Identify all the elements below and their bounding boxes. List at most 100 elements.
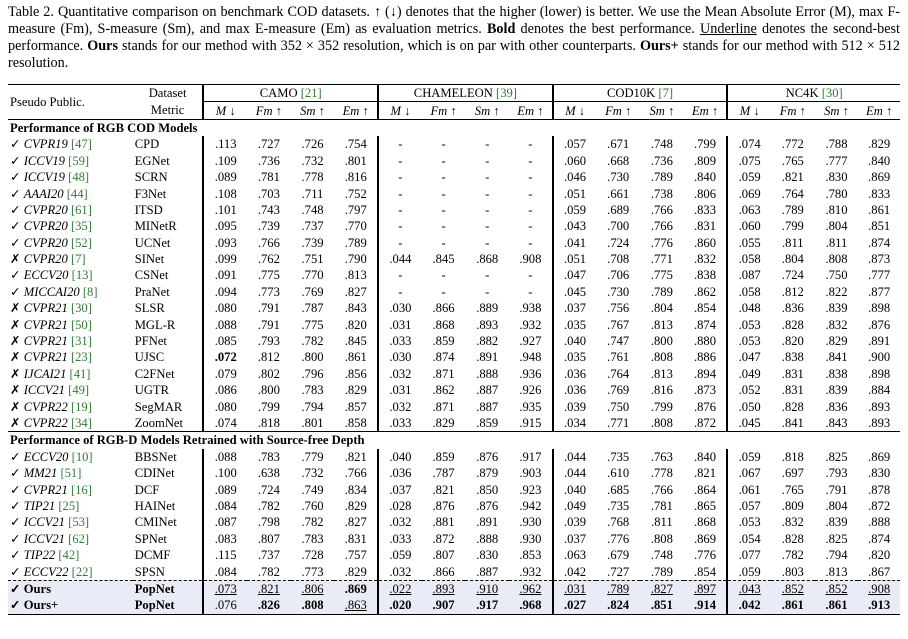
value-cell: - xyxy=(377,152,422,169)
method-cell: CPD xyxy=(134,137,160,152)
value-cell: .051 xyxy=(551,250,597,268)
header-metric: Sm ↑ xyxy=(814,101,859,120)
pseudo-mark: ✓ xyxy=(10,170,24,185)
value-cell: .801 xyxy=(344,153,367,168)
value-cell: .882 xyxy=(476,334,499,349)
table-row: ✓ ICCV19 [59] EGNet .109.736.732.801- - - - .0… xyxy=(8,152,900,169)
header-dataset-label: Dataset xyxy=(132,83,204,102)
pub-cell: ✗ CVPR21 [31] xyxy=(8,333,133,349)
pseudo-mark: ✓ xyxy=(10,482,24,497)
value-cell: .766 xyxy=(650,219,673,234)
value-cell: .033 xyxy=(377,332,422,350)
value-cell: .836 xyxy=(825,399,848,414)
pseudo-mark: ✗ xyxy=(10,416,24,430)
venue: CVPR22 xyxy=(23,416,71,430)
value-cell: .839 xyxy=(825,301,848,316)
value-cell: - xyxy=(441,137,446,152)
table-row: ✓ MM21 [51] CDINet .100.638.732.766.036.78… xyxy=(8,464,900,482)
value-cell: .808 xyxy=(650,531,673,546)
value-cell: .084 xyxy=(202,497,248,515)
value-cell: .917 xyxy=(465,597,510,615)
value-cell: .031 xyxy=(551,579,597,598)
venue: ICCV21 xyxy=(23,515,69,530)
table-row: ✓ TIP22 [42] DCMF .115.737.728.757.059.807… xyxy=(8,546,900,564)
method-cell: C2FNet xyxy=(134,366,175,381)
value-cell: .782 xyxy=(257,564,280,579)
citation: [51] xyxy=(60,466,82,481)
citation: [13] xyxy=(71,268,93,283)
value-cell: .833 xyxy=(693,202,717,217)
value-cell: .845 xyxy=(344,334,367,349)
value-cell: .089 xyxy=(202,481,248,498)
citation: [42] xyxy=(58,548,80,563)
caption-text-1: Quantitative comparison on benchmark COD… xyxy=(8,4,901,37)
value-cell: - xyxy=(377,136,422,153)
value-cell: .908 xyxy=(519,252,542,267)
value-cell: .869 xyxy=(334,579,379,598)
value-cell: .781 xyxy=(650,498,673,513)
value-cell: .073 xyxy=(202,579,248,598)
table-row: ✓ ICCV21 [53] CMINet .087.798.782.827.032.… xyxy=(8,514,900,531)
value-cell: - xyxy=(441,170,446,185)
venue: ICCV19 xyxy=(23,170,69,185)
value-cell: .772 xyxy=(781,137,804,152)
table-row: ✓ AAAI20 [44] F3Net .108.703.711.752- - - - .0… xyxy=(8,185,900,202)
value-cell: .047 xyxy=(726,349,771,366)
value-cell: - xyxy=(441,219,446,234)
value-cell: - xyxy=(485,219,490,234)
value-cell: .852 xyxy=(771,579,815,598)
value-cell: .697 xyxy=(781,466,804,481)
value-cell: .797 xyxy=(344,202,367,217)
value-cell: .898 xyxy=(868,301,891,316)
pseudo-mark: ✓ xyxy=(10,449,24,464)
value-cell: .063 xyxy=(726,201,771,219)
value-cell: .820 xyxy=(781,334,804,349)
method-cell: PraNet xyxy=(134,284,170,299)
value-cell: - xyxy=(485,186,490,201)
value-cell: .801 xyxy=(301,416,324,430)
value-cell: .803 xyxy=(781,564,804,579)
value-cell: .851 xyxy=(640,597,684,615)
table-row: ✗ CVPR20 [7] SINet .099.762.751.790.044.84… xyxy=(8,250,900,268)
value-cell: .775 xyxy=(301,317,324,332)
value-cell: .798 xyxy=(257,515,280,530)
value-cell: .804 xyxy=(650,301,673,316)
value-cell: .903 xyxy=(519,466,542,481)
pseudo-mark: ✗ xyxy=(10,301,24,316)
value-cell: .866 xyxy=(432,564,455,579)
table-row: ✗ CVPR21 [23] UJSC .072.812.800.861.030.87… xyxy=(8,349,900,366)
pseudo-mark: ✓ xyxy=(10,202,24,217)
value-cell: .049 xyxy=(726,365,771,383)
value-cell: .839 xyxy=(825,383,848,398)
value-cell: .927 xyxy=(519,334,542,349)
value-cell: .868 xyxy=(432,317,455,332)
value-cell: .913 xyxy=(858,597,900,615)
pub-cell: ✓ CVPR20 [35] xyxy=(8,218,133,234)
header-metric: Fm ↑ xyxy=(421,101,466,120)
value-cell: .737 xyxy=(301,219,324,234)
pub-cell: ✓ ECCV20 [10] xyxy=(8,449,133,465)
value-cell: .750 xyxy=(825,268,848,283)
value-cell: .811 xyxy=(825,235,848,250)
value-cell: .876 xyxy=(432,498,455,513)
venue: ECCV20 xyxy=(23,449,72,464)
value-cell: .086 xyxy=(202,382,248,399)
table-row: ✓ ECCV22 [22] SPSN .084.782.773.829.032.86… xyxy=(8,563,900,581)
value-cell: .825 xyxy=(825,449,848,464)
citation: [16] xyxy=(70,482,92,497)
value-cell: - xyxy=(485,153,490,168)
value-cell: .036 xyxy=(377,464,422,482)
value-cell: .782 xyxy=(257,498,280,513)
header-metric: Sm ↑ xyxy=(290,101,335,120)
value-cell: .031 xyxy=(377,316,422,333)
value-cell: .800 xyxy=(301,350,324,365)
pseudo-mark: ✓ xyxy=(10,268,24,283)
value-cell: .806 xyxy=(693,186,717,201)
pseudo-mark: ✗ xyxy=(10,334,24,349)
value-cell: .810 xyxy=(825,202,848,217)
value-cell: .773 xyxy=(257,284,280,299)
value-cell: .730 xyxy=(607,170,630,185)
value-cell: .897 xyxy=(683,579,728,598)
header-row-datasets: Pseudo Public. Dataset CAMO [21] CHAMELEON … xyxy=(8,83,900,120)
